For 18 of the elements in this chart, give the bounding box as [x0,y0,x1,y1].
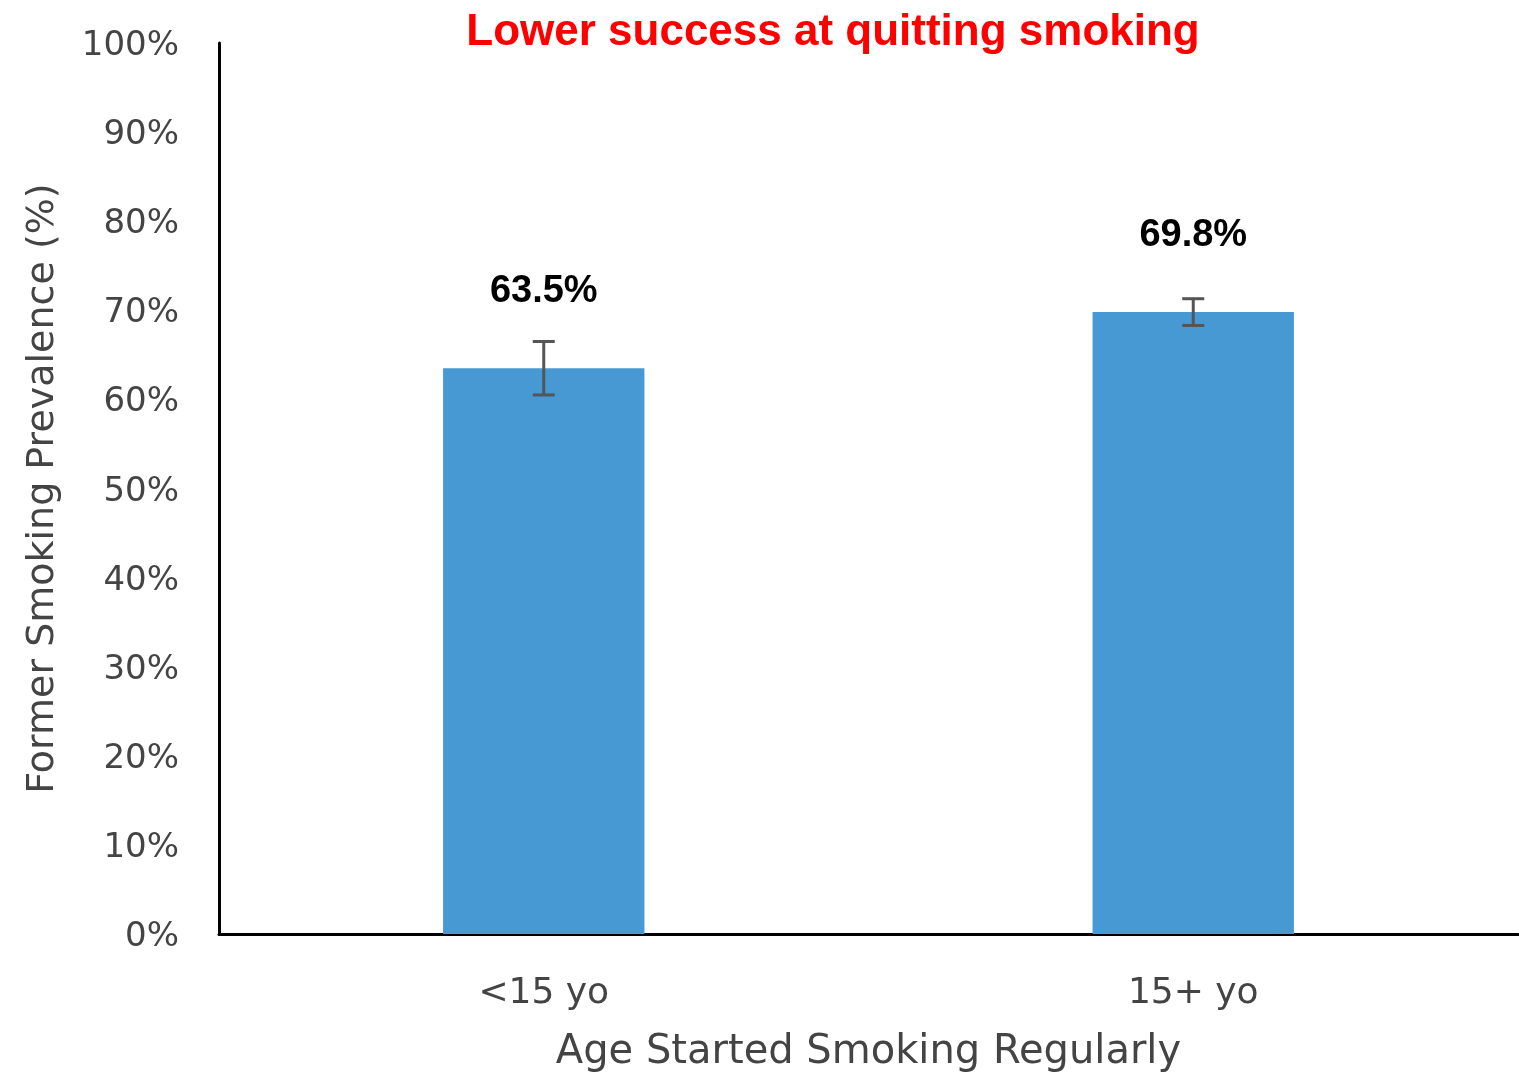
y-axis-title: Former Smoking Prevalence (%) [18,183,62,794]
data-label: 69.8% [1139,212,1248,255]
y-tick-label: 30% [103,646,179,687]
y-tick-label: 70% [103,290,179,331]
data-label: 63.5% [489,268,598,311]
x-tick-label: 15+ yo [1127,969,1259,1011]
y-tick-label: 10% [103,824,179,865]
y-tick-label: 90% [103,112,179,153]
chart-title: Lower success at quitting smoking [466,4,1200,54]
y-tick-label: 40% [103,557,179,598]
x-axis-title: Age Started Smoking Regularly [555,1026,1182,1072]
x-tick-label: <15 yo [478,969,610,1011]
y-tick-label: 60% [103,379,179,420]
y-tick-label: 80% [103,201,179,242]
y-tick-label: 50% [103,468,179,509]
y-tick-label: 0% [125,914,179,954]
y-tick-label: 20% [103,735,179,776]
y-tick-label: 100% [81,23,179,63]
